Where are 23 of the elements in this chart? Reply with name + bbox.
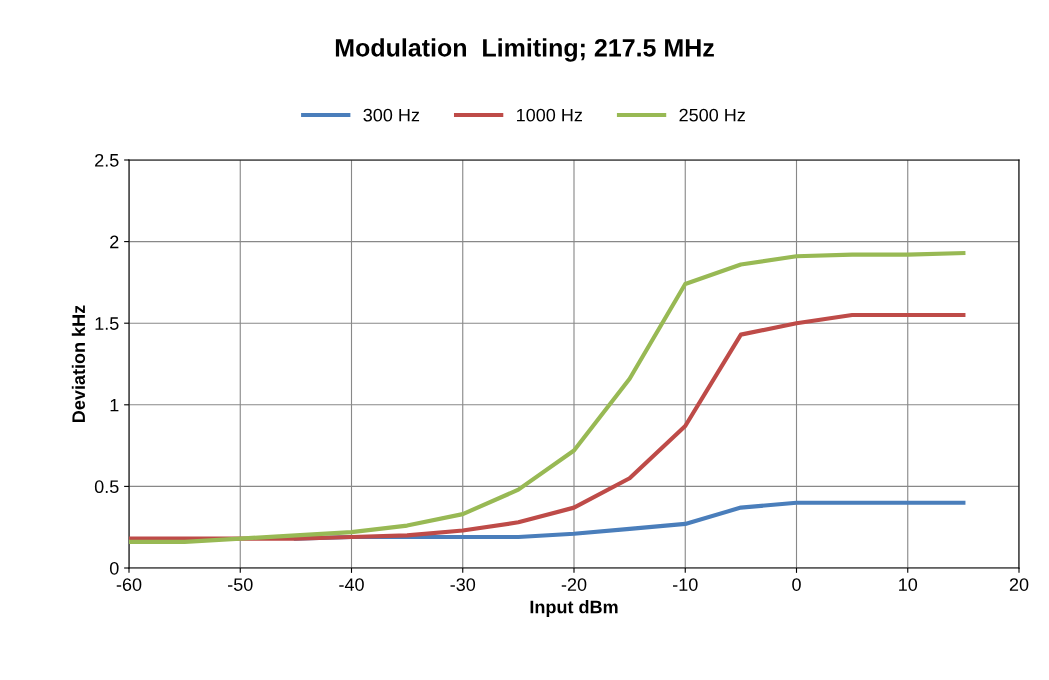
x-tick-label: -30 bbox=[450, 578, 476, 591]
x-tick-label: -60 bbox=[116, 578, 142, 591]
y-tick-label: 2.5 bbox=[95, 153, 119, 167]
x-tick-label: 10 bbox=[899, 578, 918, 591]
chart-title: Modulation Limiting; 217.5 MHz bbox=[335, 38, 714, 62]
x-tick-label: -40 bbox=[339, 578, 364, 591]
line-series bbox=[129, 250, 966, 544]
legend-label: 300 Hz bbox=[363, 108, 420, 122]
y-axis-title: Deviation kHz bbox=[71, 305, 86, 422]
x-tick-label: 0 bbox=[792, 578, 801, 591]
x-tick-label: -50 bbox=[228, 578, 253, 591]
x-axis-title: Input dBm bbox=[530, 600, 618, 617]
x-tick-label: -10 bbox=[673, 578, 698, 591]
y-tick-label: 2 bbox=[110, 235, 119, 249]
y-tick-label: 0 bbox=[109, 561, 119, 575]
line-series bbox=[129, 312, 966, 541]
y-tick-label: 1.5 bbox=[95, 317, 119, 330]
y-tick-label: 1 bbox=[110, 398, 119, 412]
legend-label: 2500 Hz bbox=[679, 108, 745, 122]
x-tick-label: 20 bbox=[1009, 578, 1029, 591]
y-tick-label: 0.5 bbox=[94, 480, 119, 494]
x-tick-label: -20 bbox=[561, 578, 587, 591]
legend-label: 1000 Hz bbox=[517, 108, 582, 122]
